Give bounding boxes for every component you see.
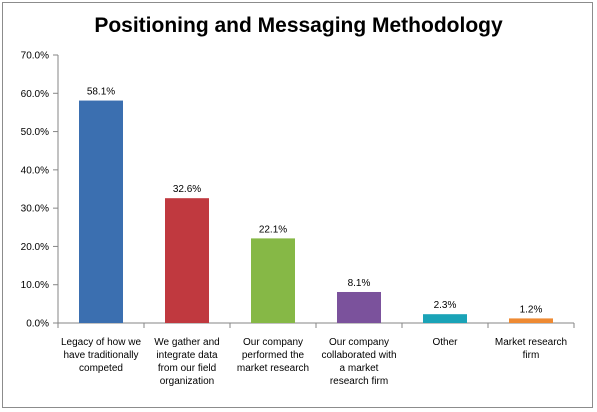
bar bbox=[509, 318, 553, 323]
y-tick-label: 10.0% bbox=[21, 280, 49, 291]
data-label: 32.6% bbox=[173, 184, 201, 195]
bar bbox=[337, 291, 381, 323]
data-label: 1.2% bbox=[520, 304, 543, 315]
category-labels: Legacy of how we have traditionally compet… bbox=[61, 337, 567, 387]
y-tick-label: 60.0% bbox=[21, 89, 49, 100]
y-tick-label: 70.0% bbox=[21, 51, 49, 62]
data-label: 58.1% bbox=[87, 87, 115, 98]
bar bbox=[165, 198, 209, 323]
category-label: Our company collaborated with a market rese… bbox=[321, 337, 396, 387]
data-label: 22.1% bbox=[259, 224, 287, 235]
axes bbox=[53, 54, 575, 328]
category-label: Our company performed the market research bbox=[237, 337, 309, 374]
bars bbox=[79, 100, 553, 323]
y-tick-labels: 0.0% 10.0% 20.0% 30.0% 40.0% 50.0% 60.0% 70.0% bbox=[21, 51, 49, 330]
data-label: 2.3% bbox=[434, 300, 457, 311]
bar bbox=[79, 100, 123, 323]
y-tick-label: 40.0% bbox=[21, 165, 49, 176]
data-label: 8.1% bbox=[348, 278, 371, 289]
y-tick-label: 20.0% bbox=[21, 242, 49, 253]
category-label: Market research firm bbox=[495, 337, 567, 361]
bar bbox=[251, 238, 295, 323]
y-tick-label: 50.0% bbox=[21, 127, 49, 138]
data-labels: 58.1% 32.6% 22.1% 8.1% 2.3% 1.2% bbox=[87, 87, 543, 316]
chart-title: Positioning and Messaging Methodology bbox=[94, 14, 503, 37]
category-label: We gather and integrate data from our fiel… bbox=[154, 337, 219, 387]
category-label: Legacy of how we have traditionally compet… bbox=[61, 337, 141, 374]
bar bbox=[423, 314, 467, 323]
category-label: Other bbox=[432, 337, 458, 348]
y-tick-label: 30.0% bbox=[21, 204, 49, 215]
y-tick-label: 0.0% bbox=[26, 319, 49, 330]
